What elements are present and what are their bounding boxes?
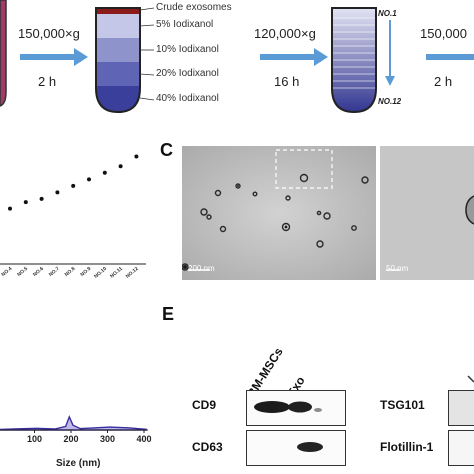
row-label-flotillin-1: Flotillin-1	[380, 440, 434, 454]
fraction-down-arrow-icon	[385, 20, 395, 86]
blot-partial-corner	[467, 375, 474, 383]
data-point	[134, 154, 139, 159]
step1-speed: 150,000×g	[18, 26, 80, 41]
tube-density-gradient	[95, 7, 141, 114]
x-tick-label: NO.10	[93, 266, 108, 280]
density-chart: NO.4 NO.5 NO.6 NO.7 NO.8 NO.9 NO.10 NO.11 NO.12	[0, 154, 146, 280]
label-fraction-top: NO.1	[378, 9, 397, 18]
blot-tsg101	[448, 390, 474, 426]
x-tick-label: NO.11	[109, 266, 124, 280]
data-point	[87, 177, 91, 182]
x-axis-title: Size (nm)	[56, 458, 101, 469]
tem-image-overview	[182, 146, 376, 280]
blot-cd63	[246, 430, 346, 466]
step3-arrow-icon	[426, 54, 474, 60]
scale-label-left: 200 nm	[188, 264, 215, 273]
layer-leader-lines	[140, 7, 155, 101]
scale-label-right: 50 nm	[386, 264, 409, 273]
blot-cd9	[246, 390, 346, 426]
panel-c-letter: C	[160, 140, 173, 160]
step3-speed: 150,000	[420, 26, 467, 41]
data-point	[102, 170, 107, 175]
x-tick-label: 400	[136, 434, 151, 444]
x-tick-label: NO.6	[32, 266, 45, 278]
data-point	[71, 183, 76, 188]
data-point	[39, 196, 44, 201]
x-tick-label: 100	[27, 434, 42, 444]
x-tick-label: NO.5	[16, 266, 29, 278]
label-iodixanol-5: 5% Iodixanol	[156, 19, 214, 30]
data-point	[55, 190, 60, 195]
x-tick-label: 300	[100, 434, 115, 444]
data-point	[118, 164, 123, 169]
row-label-tsg101: TSG101	[380, 398, 425, 412]
zoom-box	[275, 149, 333, 189]
tube-continuous-gradient	[331, 7, 377, 114]
step2-arrow-icon	[260, 48, 328, 66]
label-iodixanol-40: 40% Iodixanol	[156, 93, 219, 104]
step2-time: 16 h	[274, 74, 300, 89]
blot-flotillin-1	[448, 430, 474, 466]
row-label-cd9: CD9	[192, 398, 217, 412]
size-distribution-area	[0, 414, 147, 431]
data-point	[8, 206, 12, 211]
x-tick-label: 200	[63, 434, 78, 444]
step3-time: 2 h	[434, 74, 453, 89]
label-crude-exosomes: Crude exosomes	[156, 2, 232, 13]
data-point	[23, 200, 28, 205]
x-tick-label: NO.9	[79, 266, 92, 278]
label-iodixanol-10: 10% Iodixanol	[156, 44, 219, 55]
row-label-cd63: CD63	[192, 440, 223, 454]
label-iodixanol-20: 20% Iodixanol	[156, 68, 219, 79]
size-distribution-chart: 100 200 300 400	[0, 414, 152, 444]
tube-left-partial	[0, 0, 7, 107]
x-tick-label: NO.12	[125, 266, 140, 280]
panel-e-letter: E	[162, 304, 175, 324]
step2-speed: 120,000×g	[254, 26, 316, 41]
label-fraction-bottom: NO.12	[378, 97, 402, 106]
tem-image-zoom	[380, 146, 474, 280]
x-tick-label: NO.4	[0, 266, 13, 278]
step1-arrow-icon	[20, 48, 88, 66]
x-tick-label: NO.7	[48, 266, 61, 278]
x-tick-label: NO.8	[64, 266, 77, 278]
step1-time: 2 h	[38, 74, 57, 89]
